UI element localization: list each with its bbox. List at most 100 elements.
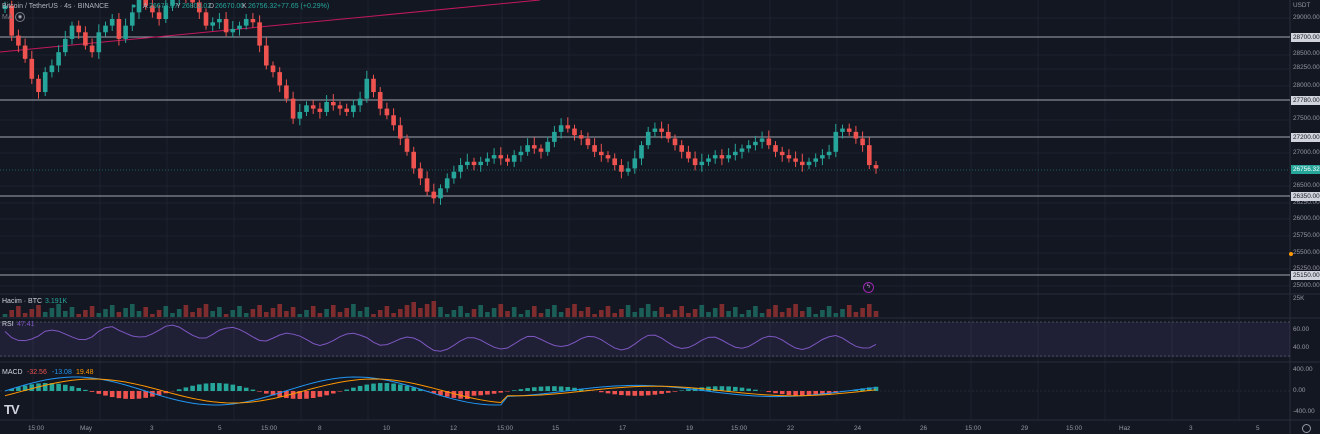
alert-marker-icon[interactable] — [1289, 252, 1293, 256]
macd-histogram-bar — [264, 391, 269, 394]
candle — [599, 151, 604, 156]
time-tick: 24 — [854, 425, 862, 432]
volume-bar — [813, 314, 818, 317]
rsi-tick: 60.00 — [1293, 326, 1309, 333]
volume-bar — [706, 312, 711, 317]
macd-histogram-bar — [183, 387, 189, 391]
candle — [290, 98, 296, 119]
level-box[interactable]: 27200.00 — [1291, 133, 1320, 142]
volume-bar — [652, 311, 658, 317]
macd-tick: 0.00 — [1293, 387, 1306, 394]
macd-histogram-bar — [578, 388, 584, 391]
volume-bar — [853, 312, 859, 317]
candle — [759, 138, 765, 142]
volume-bar — [277, 304, 282, 317]
macd-histogram-bar — [398, 384, 403, 391]
ma-indicator-label[interactable]: MA — [2, 14, 13, 21]
volume-bar — [867, 304, 872, 317]
macd-histogram-bar — [357, 385, 363, 391]
volume-bar — [418, 308, 423, 317]
candle — [297, 111, 303, 119]
volume-label[interactable]: Hacim · BTC — [2, 298, 43, 305]
level-box[interactable]: 28700.00 — [1291, 33, 1320, 42]
volume-bar — [384, 306, 390, 317]
candle — [511, 155, 517, 162]
volume-bar — [438, 307, 443, 317]
macd-histogram-bar — [753, 389, 758, 391]
candle — [203, 12, 209, 26]
candle — [22, 45, 28, 59]
volume-bar — [599, 310, 604, 317]
macd-histogram-bar — [632, 391, 638, 396]
level-box[interactable]: 27780.00 — [1291, 96, 1320, 105]
macd-label[interactable]: MACD — [2, 369, 23, 376]
volume-bar — [130, 304, 135, 317]
candle — [103, 25, 108, 33]
volume-bar — [29, 309, 35, 317]
price-tick: 27000.00 — [1293, 149, 1320, 156]
macd-histogram-bar — [284, 391, 289, 399]
candle — [264, 45, 269, 66]
macd-histogram-bar — [89, 391, 95, 392]
volume-bar — [56, 304, 61, 317]
candle — [277, 72, 282, 86]
level-box[interactable]: 26350.00 — [1291, 192, 1320, 201]
price-tick: 26250.00 — [1293, 199, 1320, 206]
level-box[interactable]: 25150.00 — [1291, 271, 1320, 280]
volume-bar — [143, 307, 148, 317]
eye-icon[interactable]: ◉ — [15, 12, 25, 22]
candle — [545, 141, 550, 152]
candle — [89, 45, 95, 53]
tradingview-logo[interactable]: TV — [4, 402, 20, 417]
candle — [444, 178, 450, 189]
candle — [324, 102, 329, 112]
volume-bar — [243, 313, 249, 317]
macd-histogram-bar — [619, 391, 624, 396]
volume-bar — [371, 314, 376, 317]
volume-bar — [250, 309, 256, 317]
volume-bar — [123, 308, 128, 317]
macd-histogram-bar — [56, 383, 61, 391]
symbol-title[interactable]: Bitcoin / TetherUS · 4s · BINANCE — [2, 3, 109, 10]
rsi-value: 47.41 — [17, 321, 35, 328]
candle — [310, 105, 316, 109]
candle — [538, 148, 544, 152]
current-price-box: 26756.32 — [1291, 165, 1320, 174]
volume-bar — [558, 312, 564, 317]
candle — [377, 92, 383, 109]
volume-bar — [210, 311, 215, 317]
volume-bar — [793, 304, 798, 317]
rsi-line — [4, 324, 877, 352]
candle — [411, 151, 416, 169]
candle — [9, 5, 14, 36]
rsi-label[interactable]: RSI — [2, 321, 14, 328]
currency-label[interactable]: USDT — [1293, 2, 1311, 9]
candle — [424, 178, 430, 192]
volume-bar — [712, 308, 718, 317]
candle — [645, 131, 651, 146]
volume-bar — [833, 313, 839, 317]
macd-histogram-bar — [779, 391, 785, 395]
macd-histogram-bar — [451, 391, 457, 398]
candle — [250, 19, 256, 23]
volume-bar — [619, 309, 624, 317]
macd-histogram-bar — [49, 383, 55, 391]
volume-bar — [42, 312, 48, 317]
volume-bar — [324, 309, 329, 317]
volume-bar — [585, 307, 591, 317]
volume-bar — [625, 305, 631, 317]
macd-histogram-bar — [572, 387, 577, 391]
lightning-event-icon[interactable]: ϟ — [863, 282, 874, 293]
volume-bar — [344, 308, 349, 317]
settings-gear-icon[interactable] — [1302, 424, 1311, 433]
macd-histogram-bar — [666, 391, 671, 393]
candle — [63, 38, 68, 53]
candle — [56, 52, 61, 66]
candle — [116, 19, 122, 39]
macd-histogram-bar — [156, 391, 162, 396]
candle — [578, 135, 584, 139]
volume-bar — [538, 313, 544, 317]
macd-histogram-bar — [377, 383, 383, 391]
volume-bar — [96, 313, 102, 317]
